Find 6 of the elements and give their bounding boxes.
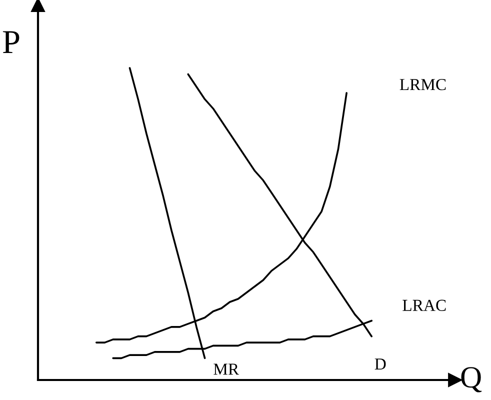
x-axis-title: Q (461, 367, 482, 392)
series-label: LRAC (402, 300, 446, 312)
y-axis-title: P (2, 31, 20, 54)
series-label: D (374, 358, 386, 370)
series-label: MR (214, 364, 240, 375)
text: LRMC (400, 78, 446, 90)
